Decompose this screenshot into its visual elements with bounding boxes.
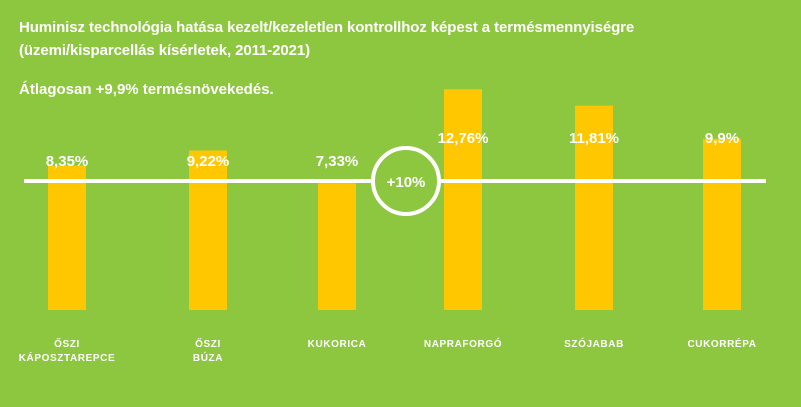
category-label-5: CUKORRÉPA — [687, 337, 756, 350]
bar-0 — [48, 165, 86, 310]
category-label-2: KUKORICA — [308, 339, 367, 350]
value-label-0: 8,35% — [46, 153, 89, 170]
category-label-line: SZÓJABAB — [564, 337, 624, 350]
bar-2 — [318, 183, 356, 310]
chart-subtitle: Átlagosan +9,9% termésnövekedés. — [19, 81, 274, 98]
value-label-5: 9,9% — [705, 130, 739, 147]
reference-badge-label: +10% — [387, 174, 426, 191]
bar-3 — [444, 89, 482, 310]
category-label-line: KUKORICA — [308, 339, 367, 350]
category-label-line: ŐSZI — [54, 337, 80, 350]
category-label-0: ŐSZI KÁPOSZTAREPCE — [19, 337, 116, 364]
category-label-line: ŐSZI — [195, 337, 221, 350]
category-label-1: ŐSZI BÚZA — [193, 337, 223, 364]
category-label-line: CUKORRÉPA — [687, 337, 756, 350]
chart-title: Huminisz technológia hatása kezelt/kezel… — [19, 16, 739, 62]
category-label-line: BÚZA — [193, 351, 223, 364]
category-label-3: NAPRAFORGÓ — [424, 337, 502, 350]
value-label-3: 12,76% — [438, 130, 489, 147]
value-label-2: 7,33% — [316, 153, 359, 170]
category-label-line: KÁPOSZTAREPCE — [19, 351, 116, 364]
bar-4 — [575, 105, 613, 310]
value-label-1: 9,22% — [187, 153, 230, 170]
category-label-4: SZÓJABAB — [564, 337, 624, 350]
bar-5 — [703, 138, 741, 310]
value-label-4: 11,81% — [569, 130, 619, 147]
reference-badge — [371, 146, 441, 216]
chart-title-line-2: (üzemi/kisparcellás kísérletek, 2011-202… — [19, 42, 310, 59]
bar-1 — [189, 150, 227, 310]
category-label-line: NAPRAFORGÓ — [424, 337, 502, 350]
chart-title-line-1: Huminisz technológia hatása kezelt/kezel… — [19, 19, 635, 36]
